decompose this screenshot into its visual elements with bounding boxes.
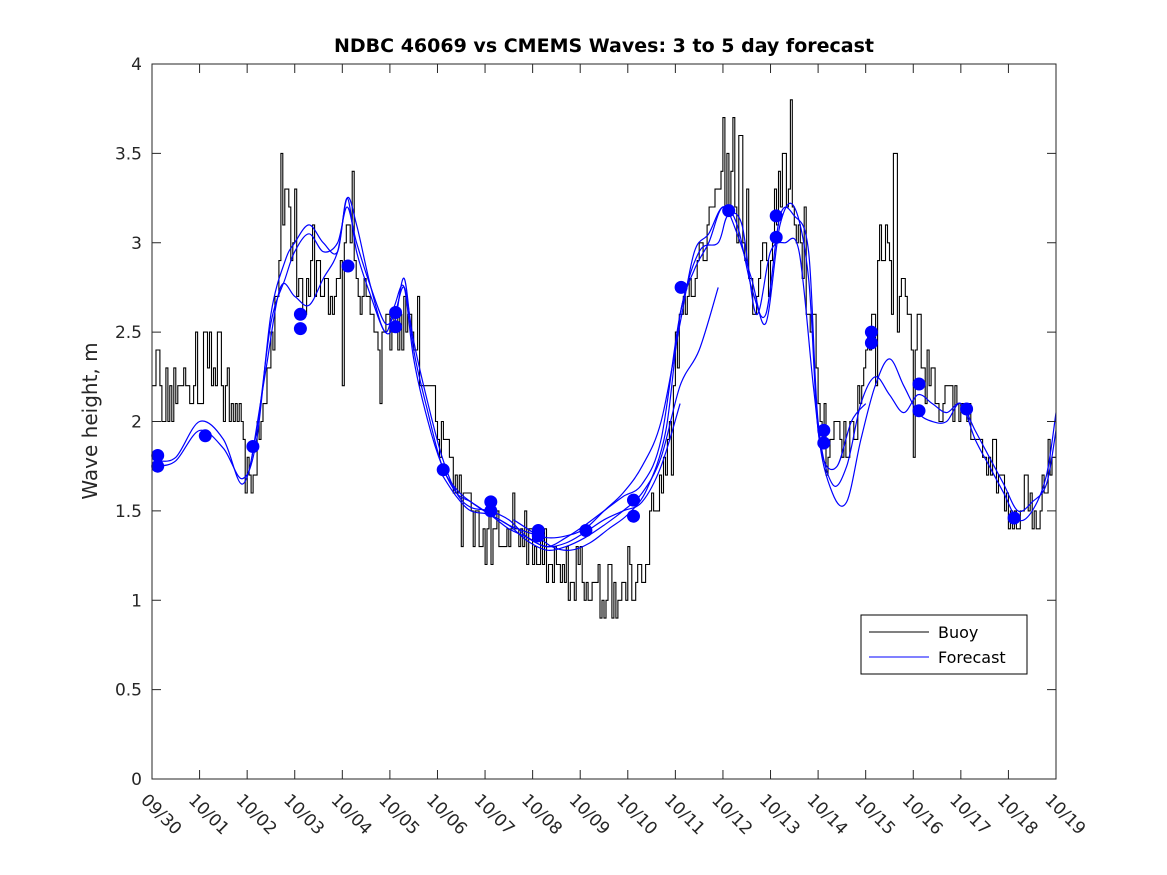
y-tick-label: 3 <box>131 234 142 254</box>
y-tick-label: 2.5 <box>115 323 142 343</box>
forecast-series-line-3 <box>251 196 867 548</box>
forecast-marker-point <box>484 495 498 509</box>
y-tick-label: 1 <box>131 591 142 611</box>
forecast-series-line-2 <box>156 197 719 551</box>
forecast-marker-point <box>389 320 403 334</box>
legend-forecast-label: Forecast <box>938 648 1006 667</box>
y-tick-label: 1.5 <box>115 502 142 522</box>
forecast-marker-point <box>627 509 640 523</box>
forecast-marker-point <box>769 209 783 223</box>
forecast-marker-point <box>579 524 593 537</box>
legend: Buoy Forecast <box>860 614 1028 675</box>
legend-buoy-label: Buoy <box>938 623 978 642</box>
forecast-marker-point <box>769 230 783 244</box>
forecast-marker-point <box>436 463 450 477</box>
y-tick-label: 0 <box>131 770 142 790</box>
chart-title: NDBC 46069 vs CMEMS Waves: 3 to 5 day fo… <box>334 35 874 57</box>
y-tick-label: 0.5 <box>115 681 142 701</box>
forecast-marker-point <box>960 402 974 416</box>
data-layer <box>151 99 1057 619</box>
y-tick-label: 4 <box>131 55 142 75</box>
forecast-marker-point <box>341 259 355 273</box>
forecast-marker-point <box>1007 511 1021 525</box>
y-tick-label: 2 <box>131 413 142 433</box>
forecast-marker-point <box>151 449 165 462</box>
forecast-marker-point <box>817 423 831 437</box>
forecast-marker-point <box>912 377 926 391</box>
forecast-marker-point <box>293 307 307 321</box>
forecast-marker-point <box>246 440 260 453</box>
legend-box <box>860 614 1028 675</box>
y-axis-label: Wave height, m <box>78 342 102 499</box>
buoy-series-line <box>152 99 1057 619</box>
forecast-marker-point <box>484 504 498 518</box>
forecast-marker-point <box>293 322 307 336</box>
forecast-marker-point <box>674 280 688 294</box>
forecast-marker-point <box>627 493 640 507</box>
forecast-marker-point <box>151 459 165 473</box>
y-tick-label: 3.5 <box>115 144 142 164</box>
forecast-marker-point <box>864 325 878 339</box>
forecast-marker-point <box>864 336 878 350</box>
forecast-marker-point <box>817 436 831 450</box>
forecast-marker-point <box>912 404 926 418</box>
forecast-marker-point <box>531 529 545 543</box>
forecast-marker-point <box>722 204 736 218</box>
forecast-marker-point <box>198 429 212 443</box>
forecast-marker-point <box>389 306 403 319</box>
